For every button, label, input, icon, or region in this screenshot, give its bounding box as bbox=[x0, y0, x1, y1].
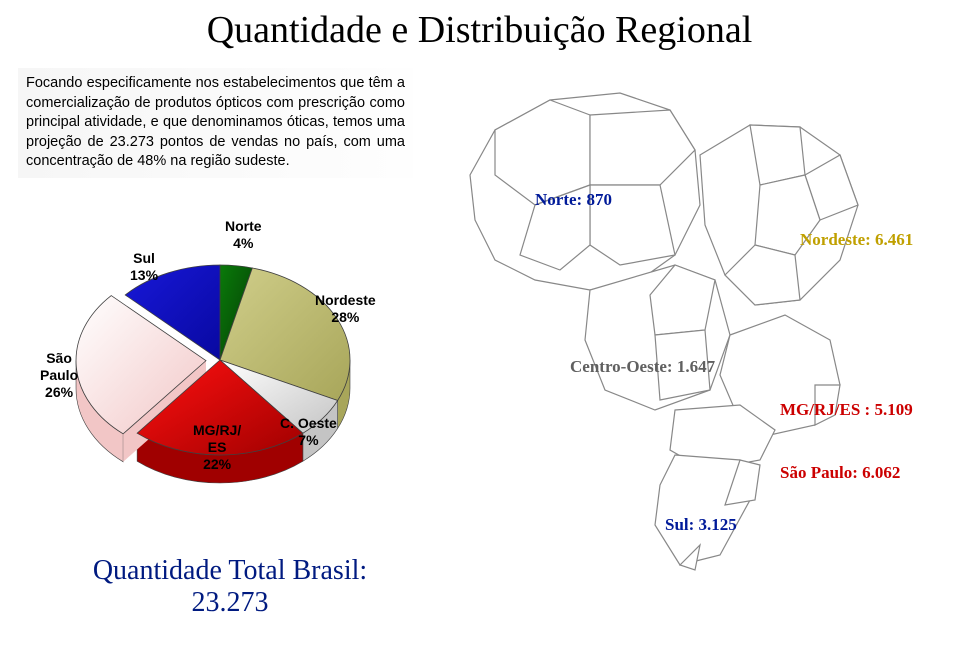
pie-label-sopaulo: SãoPaulo26% bbox=[40, 350, 78, 400]
map-label-norte: Norte: 870 bbox=[535, 190, 612, 210]
pie-label-sul: Sul13% bbox=[130, 250, 158, 284]
pie-label-mgrjes: MG/RJ/ES22% bbox=[193, 422, 241, 472]
brazil-map: Norte: 870 Nordeste: 6.461 Centro-Oeste: 1… bbox=[440, 55, 940, 575]
pie-chart: Norte4%Nordeste28%C. Oeste7%MG/RJ/ES22%S… bbox=[45, 230, 405, 510]
footer-total: Quantidade Total Brasil: 23.273 bbox=[60, 555, 400, 619]
pie-label-coeste: C. Oeste7% bbox=[280, 415, 337, 449]
map-label-mgrjes: MG/RJ/ES : 5.109 bbox=[780, 400, 913, 420]
footer-line2: 23.273 bbox=[192, 587, 269, 618]
map-label-sopaulo: São Paulo: 6.062 bbox=[780, 463, 900, 483]
description-box: Focando especificamente nos estabelecime… bbox=[18, 68, 413, 178]
pie-label-norte: Norte4% bbox=[225, 218, 262, 252]
map-label-centrooeste: Centro-Oeste: 1.647 bbox=[570, 357, 715, 377]
map-label-sul: Sul: 3.125 bbox=[665, 515, 737, 535]
footer-line1: Quantidade Total Brasil: bbox=[93, 555, 367, 586]
map-label-nordeste: Nordeste: 6.461 bbox=[800, 230, 913, 250]
pie-label-nordeste: Nordeste28% bbox=[315, 292, 376, 326]
